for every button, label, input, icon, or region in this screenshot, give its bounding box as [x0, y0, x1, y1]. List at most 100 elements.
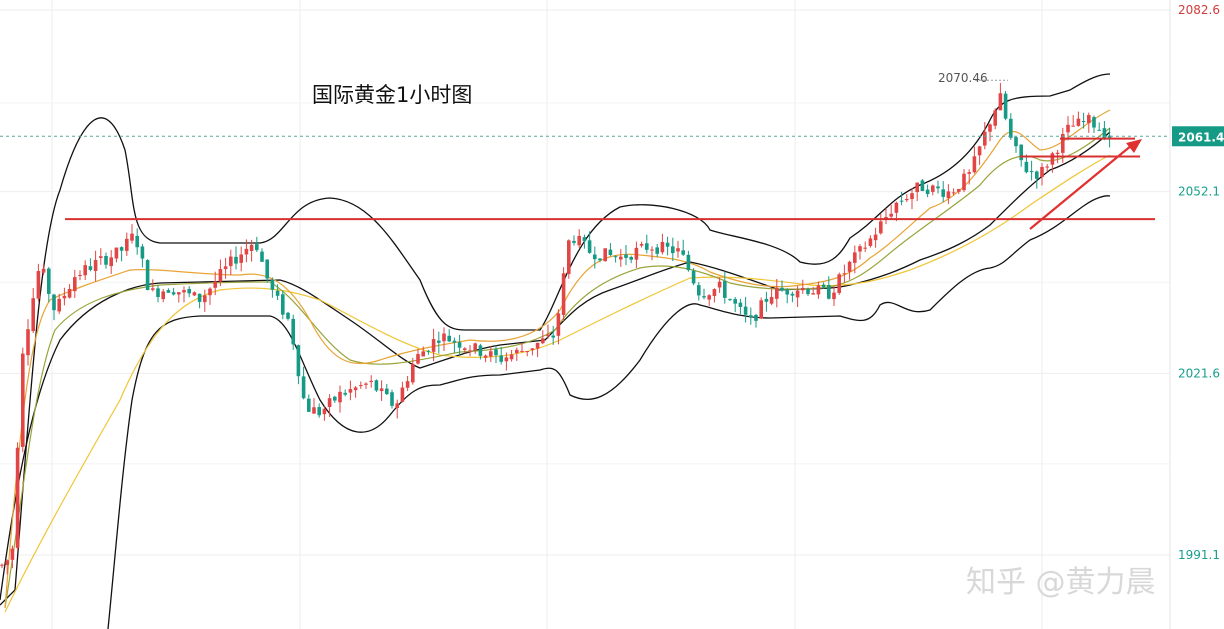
candle-body [717, 281, 722, 288]
candle-body [504, 357, 509, 362]
candle-body [1035, 171, 1039, 179]
candle-body [182, 289, 186, 293]
candle-body [93, 259, 98, 272]
candle-body [1087, 115, 1091, 124]
candle-body [489, 351, 493, 357]
candle-body [541, 338, 545, 344]
candle-body [655, 247, 659, 254]
candle-body [509, 354, 514, 360]
candle-body [385, 388, 389, 395]
candle-body [946, 191, 951, 199]
candle-body [353, 387, 358, 391]
candle-body [52, 294, 56, 311]
candle-body [972, 156, 977, 173]
candle-body [171, 292, 176, 295]
y-tick-label: 2052.1 [1178, 185, 1220, 199]
candle-body [265, 259, 269, 279]
candle-body [31, 298, 35, 332]
candle-body [624, 254, 628, 258]
candle-body [572, 240, 576, 243]
candle-body [473, 343, 477, 351]
candle-body [291, 318, 295, 345]
candle-body [853, 252, 857, 263]
candle-body [769, 296, 774, 304]
candle-body [634, 247, 639, 260]
candle-body [145, 260, 150, 291]
candle-body [1050, 153, 1055, 165]
candle-body [905, 198, 909, 201]
candle-body [910, 193, 914, 200]
candle-body [811, 293, 815, 295]
candle-body [998, 93, 1003, 111]
candle-body [26, 329, 30, 356]
candle-body [1019, 144, 1023, 161]
candle-body [1003, 93, 1008, 119]
candle-body [213, 281, 217, 288]
candle-body [36, 271, 41, 299]
candle-body [795, 290, 800, 298]
candle-body [1014, 137, 1018, 147]
candle-body [10, 548, 15, 560]
candle-body [483, 355, 488, 358]
candle-body [41, 268, 46, 273]
ma-olive [4, 127, 1111, 609]
candle-body [535, 342, 540, 349]
candle-body [1029, 171, 1034, 173]
candlesticks [0, 82, 1112, 575]
candle-body [868, 238, 873, 246]
candle-body [608, 249, 613, 256]
candle-body [244, 248, 249, 255]
candle-body [218, 269, 223, 282]
candle-body [691, 270, 696, 284]
candle-body [925, 189, 930, 195]
candle-body [561, 273, 566, 315]
grid-lines [0, 0, 1171, 629]
candle-body [546, 334, 550, 337]
candle-body [619, 256, 623, 260]
chart-title: 国际黄金1小时图 [312, 83, 472, 107]
candle-body [764, 298, 769, 302]
candle-body [275, 290, 280, 296]
candle-body [104, 255, 108, 265]
candle-body [702, 296, 706, 298]
candle-body [749, 315, 753, 318]
candle-body [234, 256, 238, 264]
candle-body [426, 350, 431, 352]
candle-body [21, 353, 25, 447]
candle-body [832, 292, 836, 300]
y-tick-label: 2082.6 [1178, 3, 1220, 17]
last-price-label: 2061.4 [1178, 130, 1224, 144]
candle-body [421, 351, 425, 357]
candle-body [676, 248, 680, 252]
candle-body [827, 285, 831, 299]
candle-body [437, 340, 441, 343]
candle-body [681, 250, 685, 255]
candle-body [83, 265, 87, 276]
candle-body [593, 254, 597, 260]
candle-body [281, 294, 285, 315]
candle-body [156, 288, 160, 298]
candle-body [255, 244, 259, 251]
candle-body [468, 350, 472, 352]
candle-body [816, 285, 821, 295]
candle-body [697, 285, 701, 296]
candle-body [62, 295, 67, 299]
candle-body [1071, 125, 1075, 127]
candle-body [650, 249, 654, 251]
candle-body [629, 256, 633, 260]
candle-body [806, 288, 810, 295]
candle-body [842, 273, 847, 275]
candle-body [983, 131, 987, 146]
candle-body [0, 564, 4, 566]
candle-body [671, 246, 675, 254]
price-levels [0, 79, 1170, 230]
candle-body [109, 257, 113, 267]
candle-body [411, 363, 415, 383]
candle-body [899, 200, 904, 202]
candle-body [177, 292, 181, 295]
candle-body [598, 258, 602, 261]
y-tick-label: 1991.1 [1178, 548, 1220, 562]
candle-body [707, 295, 711, 300]
candle-body [515, 349, 519, 354]
